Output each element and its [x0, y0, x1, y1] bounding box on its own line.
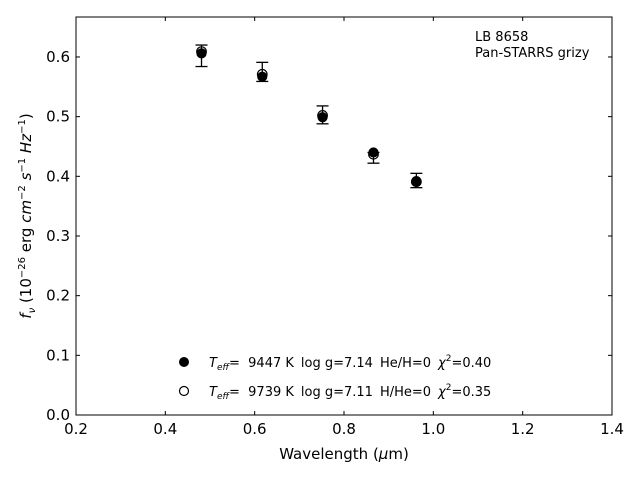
filled-point-1 [257, 71, 268, 82]
open-point-0 [196, 46, 207, 58]
y-tick-label-2: 0.2 [46, 287, 70, 305]
y-tick-label-3: 0.3 [46, 227, 70, 245]
model-points [196, 46, 422, 188]
y-tick-label-0: 0.0 [46, 406, 70, 424]
x-tick-label-1: 0.4 [153, 420, 177, 438]
x-tick-label-4: 1.0 [421, 420, 445, 438]
x-tick-label-5: 1.2 [511, 420, 535, 438]
legend-marker-filled [179, 357, 189, 367]
open-point-3 [368, 148, 379, 160]
x-tick-label-6: 1.4 [600, 420, 624, 438]
annotation-object-name: LB 8658 [475, 30, 528, 45]
y-axis-label: fν (10−26 erg cm−2 s−1 Hz−1) [17, 113, 38, 318]
y-tick-label-4: 0.4 [46, 167, 70, 185]
annotation-filter-set: Pan-STARRS grizy [475, 46, 590, 61]
observed-error-bars [195, 44, 423, 189]
legend-marker-open [178, 385, 190, 397]
x-tick-label-3: 0.8 [332, 420, 356, 438]
open-point-1 [256, 68, 268, 80]
x-axis: 0.2 0.4 0.6 0.8 1.0 1.2 1.4 [64, 17, 624, 438]
y-tick-label-5: 0.5 [46, 108, 70, 126]
x-tick-label-0: 0.2 [64, 420, 88, 438]
open-point-4 [410, 176, 422, 188]
open-point-2 [317, 110, 328, 121]
x-axis-label: Wavelength (μm) [279, 445, 409, 463]
y-tick-label-6: 0.6 [46, 48, 70, 66]
x-tick-label-2: 0.6 [243, 420, 267, 438]
y-tick-label-1: 0.1 [46, 346, 70, 364]
y-axis: 0.0 0.1 0.2 0.3 0.4 0.5 0.6 [46, 48, 612, 424]
